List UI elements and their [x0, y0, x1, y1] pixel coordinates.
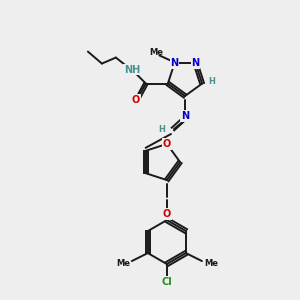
Text: Me: Me — [149, 48, 164, 57]
Text: O: O — [132, 94, 140, 105]
Text: N: N — [191, 58, 200, 68]
Text: Me: Me — [116, 259, 130, 268]
Text: O: O — [163, 209, 171, 219]
Text: Me: Me — [204, 259, 218, 268]
Text: Cl: Cl — [161, 277, 172, 287]
Text: O: O — [163, 139, 171, 149]
Text: N: N — [181, 111, 189, 121]
Text: N: N — [170, 58, 178, 68]
Text: H: H — [208, 77, 215, 86]
Text: H: H — [158, 125, 165, 134]
Text: NH: NH — [124, 64, 140, 75]
